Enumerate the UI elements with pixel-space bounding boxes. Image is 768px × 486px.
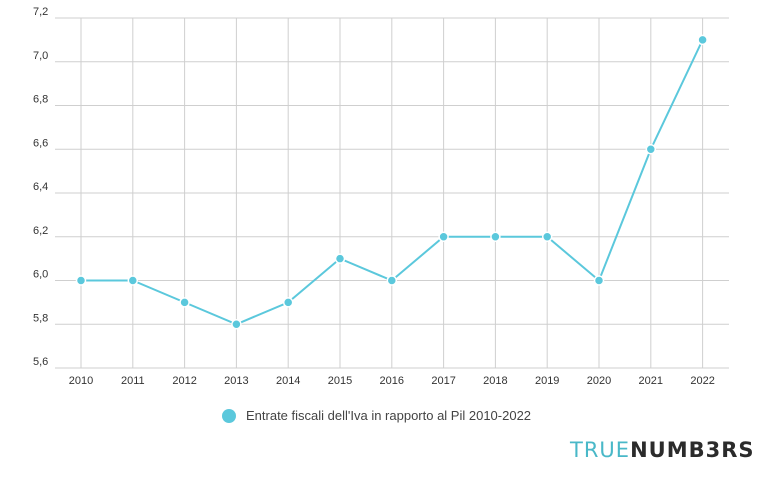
legend-swatch [222, 408, 236, 423]
data-point [438, 231, 449, 242]
data-point [697, 34, 708, 46]
y-tick-label: 6,4 [33, 181, 48, 193]
y-tick-label: 5,8 [33, 312, 48, 324]
data-point [231, 319, 242, 330]
x-tick-label: 2021 [639, 375, 663, 387]
x-tick-label: 2013 [224, 375, 248, 387]
x-tick-label: 2022 [690, 375, 714, 387]
x-tick-label: 2010 [69, 375, 93, 387]
logo-part-numbers: NUMB3RS [630, 438, 755, 462]
data-point [593, 275, 605, 286]
data-point [179, 297, 190, 308]
data-point [334, 253, 346, 264]
x-tick-label: 2011 [121, 375, 145, 387]
y-tick-label: 6,0 [33, 269, 48, 281]
logo-part-true: TRUE [570, 438, 631, 462]
legend: Entrate fiscali dell'Iva in rapporto al … [222, 408, 531, 423]
legend-label: Entrate fiscali dell'Iva in rapporto al … [246, 408, 532, 423]
data-point [645, 144, 657, 155]
brand-logo: TRUENUMB3RS [570, 438, 755, 462]
x-tick-label: 2018 [483, 375, 507, 387]
x-tick-label: 2012 [172, 375, 196, 387]
y-tick-label: 6,8 [33, 94, 48, 106]
x-tick-label: 2016 [380, 375, 404, 387]
x-tick-label: 2017 [431, 375, 455, 387]
data-point [490, 231, 501, 242]
line-chart: 5,6 5,8 6,0 6,2 6,4 6,6 6,8 7,0 7,2 2010 2011 2012… [33, 6, 729, 387]
y-tick-label: 7,0 [33, 50, 48, 62]
y-tick-label: 5,6 [33, 356, 48, 368]
x-tick-label: 2014 [276, 375, 300, 387]
series [75, 34, 708, 330]
data-point [282, 297, 294, 308]
y-axis: 5,6 5,8 6,0 6,2 6,4 6,6 6,8 7,0 7,2 [33, 6, 48, 368]
data-point [541, 231, 553, 242]
y-tick-label: 6,6 [33, 137, 48, 149]
y-tick-label: 7,2 [33, 6, 48, 18]
x-tick-label: 2020 [587, 375, 611, 387]
y-tick-label: 6,2 [33, 225, 48, 237]
x-axis: 2010 2011 2012 2013 2014 2015 2016 2017 2018 2019… [69, 375, 715, 387]
data-point [127, 275, 139, 286]
grid [55, 17, 729, 369]
x-tick-label: 2015 [328, 375, 352, 387]
x-tick-label: 2019 [535, 375, 559, 387]
data-point [75, 275, 87, 286]
data-point [386, 275, 398, 286]
